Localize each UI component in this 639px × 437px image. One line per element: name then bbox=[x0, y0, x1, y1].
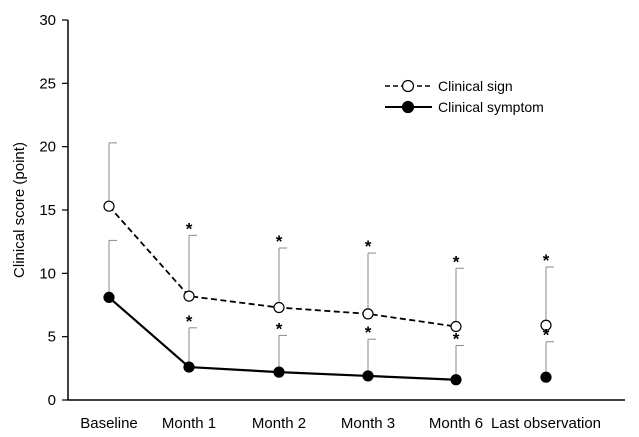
legend-item-clinical-symptom: Clinical symptom bbox=[385, 99, 544, 115]
x-tick-label-baseline: Baseline bbox=[80, 415, 138, 432]
point-clinical-symptom-4 bbox=[450, 374, 462, 386]
y-tick-label-5: 5 bbox=[48, 329, 56, 346]
y-tick-label-20: 20 bbox=[39, 139, 56, 156]
point-clinical-sign-3 bbox=[362, 308, 374, 320]
point-clinical-sign-2 bbox=[273, 301, 285, 314]
legend-marker-clinical-sign bbox=[401, 79, 415, 93]
x-tick-label-month-6: Month 6 bbox=[429, 415, 483, 432]
point-clinical-symptom-0 bbox=[103, 291, 115, 303]
x-tick-label-last-observation: Last observation bbox=[491, 415, 601, 432]
legend: Clinical sign Clinical symptom bbox=[385, 78, 544, 115]
legend-marker-clinical-symptom bbox=[401, 100, 415, 114]
plot-area: * * * * * * * * * * bbox=[103, 142, 554, 386]
significance-clinical-sign-1: * bbox=[186, 219, 193, 238]
legend-label-clinical-symptom: Clinical symptom bbox=[438, 99, 544, 115]
x-tick-label-month-1: Month 1 bbox=[162, 415, 216, 432]
point-clinical-sign-4 bbox=[450, 320, 462, 333]
y-tick-label-25: 25 bbox=[39, 75, 56, 92]
significance-clinical-symptom-3: * bbox=[365, 323, 372, 342]
point-clinical-symptom-3 bbox=[362, 370, 374, 382]
y-tick-label-15: 15 bbox=[39, 202, 56, 219]
significance-clinical-sign-3: * bbox=[365, 237, 372, 256]
y-axis: 0 5 10 15 20 25 30 bbox=[39, 12, 69, 409]
point-clinical-sign-5 bbox=[540, 319, 552, 331]
significance-clinical-sign-2: * bbox=[276, 232, 283, 251]
point-clinical-symptom-2 bbox=[273, 366, 285, 378]
significance-clinical-sign-4: * bbox=[453, 252, 460, 271]
x-tick-label-month-3: Month 3 bbox=[341, 415, 395, 432]
point-clinical-sign-0 bbox=[103, 200, 115, 212]
x-axis: Baseline Month 1 Month 2 Month 3 Month 6 Last… bbox=[68, 399, 625, 432]
series-clinical-symptom: * * * * * bbox=[103, 239, 554, 386]
y-axis-title: Clinical score (point) bbox=[11, 142, 28, 278]
legend-label-clinical-sign: Clinical sign bbox=[438, 78, 513, 94]
significance-clinical-symptom-4: * bbox=[453, 330, 460, 349]
significance-clinical-symptom-5: * bbox=[543, 326, 550, 345]
point-clinical-symptom-5 bbox=[540, 371, 552, 383]
y-tick-label-30: 30 bbox=[39, 12, 56, 29]
y-tick-label-0: 0 bbox=[48, 392, 56, 409]
point-clinical-sign-1 bbox=[183, 290, 195, 302]
significance-clinical-symptom-2: * bbox=[276, 319, 283, 338]
point-clinical-symptom-1 bbox=[183, 361, 195, 373]
significance-clinical-symptom-1: * bbox=[186, 312, 193, 331]
series-clinical-sign: * * * * * bbox=[103, 142, 554, 333]
legend-item-clinical-sign: Clinical sign bbox=[385, 78, 513, 94]
x-tick-label-month-2: Month 2 bbox=[252, 415, 306, 432]
y-tick-label-10: 10 bbox=[39, 265, 56, 282]
significance-clinical-sign-5: * bbox=[543, 251, 550, 270]
